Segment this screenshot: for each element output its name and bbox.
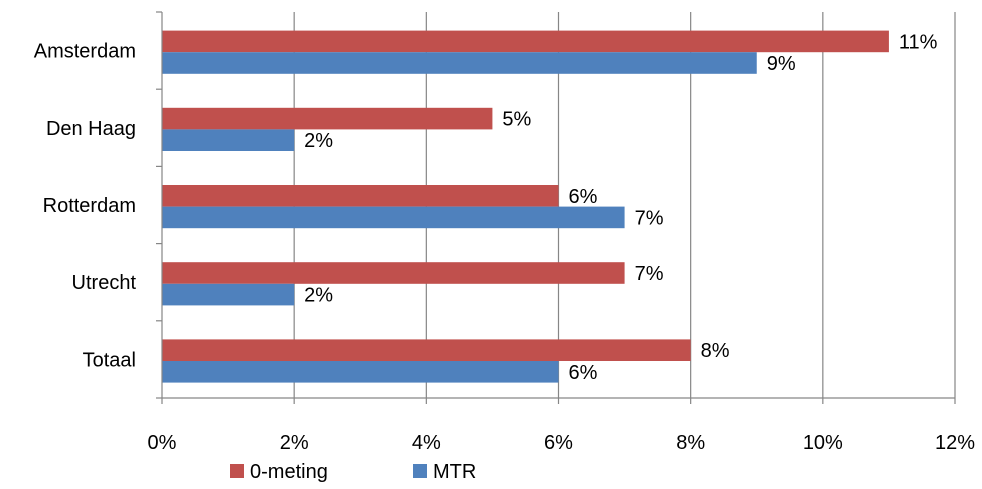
- bar-0-meting-totaal: [162, 339, 691, 361]
- data-label: 6%: [569, 186, 598, 208]
- category-labels: Amsterdam Den Haag Rotterdam Utrecht Totaal: [34, 41, 137, 372]
- data-labels: 11% 9% 5% 2% 6% 7% 7% 2% 8% 6%: [304, 31, 938, 383]
- x-tick-label: 12%: [935, 432, 975, 454]
- data-label: 6%: [569, 362, 598, 384]
- category-label: Amsterdam: [34, 41, 136, 63]
- x-tick-label: 8%: [676, 432, 705, 454]
- bar-mtr-amsterdam: [162, 52, 757, 74]
- category-label: Rotterdam: [43, 195, 136, 217]
- data-label: 2%: [304, 130, 333, 152]
- bar-0-meting-utrecht: [162, 262, 625, 284]
- bar-0-meting-den-haag: [162, 107, 493, 130]
- data-label: 8%: [701, 340, 730, 362]
- bar-0-meting-amsterdam: [162, 30, 889, 53]
- x-tick-labels: 0% 2% 4% 6% 8% 10% 12%: [148, 432, 976, 454]
- legend-label-mtr: MTR: [433, 461, 476, 483]
- x-tick-label: 6%: [544, 432, 573, 454]
- legend-swatch-0-meting: [230, 464, 244, 478]
- legend: 0-meting MTR: [230, 461, 476, 483]
- x-tick-label: 0%: [148, 432, 177, 454]
- axes: [156, 11, 956, 404]
- data-label: 5%: [502, 109, 531, 131]
- category-label: Den Haag: [46, 118, 136, 140]
- data-label: 7%: [635, 263, 664, 285]
- bar-mtr-utrecht: [162, 283, 295, 306]
- x-tick-label: 10%: [803, 432, 843, 454]
- bar-mtr-den-haag: [162, 129, 295, 151]
- data-label: 11%: [899, 31, 938, 53]
- data-label: 9%: [767, 53, 796, 75]
- data-label: 7%: [635, 207, 664, 229]
- bar-mtr-totaal: [162, 361, 559, 383]
- data-label: 2%: [304, 285, 333, 307]
- legend-swatch-mtr: [413, 464, 427, 478]
- bar-0-meting-rotterdam: [162, 185, 559, 207]
- category-label: Totaal: [83, 349, 136, 371]
- x-tick-label: 4%: [412, 432, 441, 454]
- bar-mtr-rotterdam: [162, 206, 625, 229]
- bars: [162, 30, 889, 383]
- x-tick-label: 2%: [280, 432, 309, 454]
- legend-label-0-meting: 0-meting: [250, 461, 328, 483]
- category-label: Utrecht: [72, 272, 137, 294]
